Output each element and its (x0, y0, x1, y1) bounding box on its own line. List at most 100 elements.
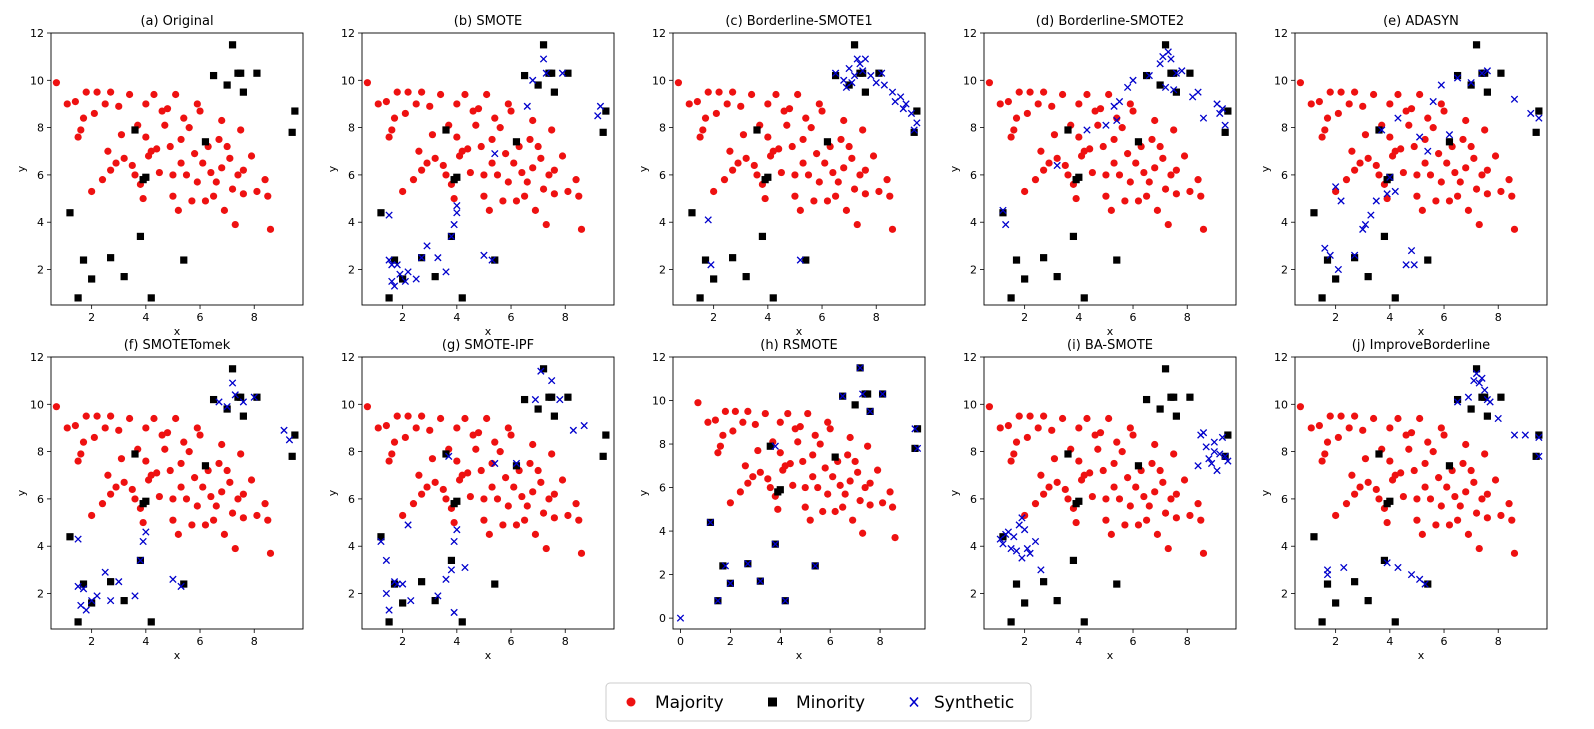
minority-point (1332, 599, 1340, 607)
x-tick-label: 4 (142, 311, 149, 324)
minority-point (831, 453, 839, 461)
majority-point (1334, 109, 1342, 118)
majority-point (791, 192, 799, 200)
synthetic-point (1145, 71, 1153, 80)
majority-point (694, 399, 702, 407)
minority-point (147, 294, 155, 302)
minority-point (599, 452, 607, 460)
synthetic-point (1216, 450, 1224, 458)
majority-point (491, 438, 499, 446)
y-tick-label: 4 (1281, 540, 1288, 553)
majority-point (1375, 171, 1383, 179)
x-tick-label: 8 (251, 311, 258, 324)
majority-point (512, 197, 521, 205)
majority-point (750, 161, 758, 170)
minority-point (377, 209, 385, 217)
majority-point (1118, 448, 1126, 456)
majority-point (117, 131, 126, 139)
majority-point (261, 176, 269, 184)
x-tick-label: 6 (197, 635, 204, 648)
majority-point (1467, 466, 1475, 475)
majority-point (840, 164, 848, 172)
minority-point (1332, 275, 1340, 283)
x-axis-label: x (1418, 649, 1425, 662)
majority-point (90, 433, 98, 442)
synthetic-point (1031, 537, 1040, 546)
majority-point (442, 171, 450, 179)
majority-point (1508, 192, 1516, 200)
synthetic-point (115, 578, 123, 586)
majority-point (851, 457, 859, 466)
minority-point (1007, 294, 1015, 302)
majority-point (1113, 438, 1121, 446)
majority-point (791, 425, 799, 433)
x-tick-label: 6 (1130, 635, 1137, 648)
majority-point (785, 105, 794, 113)
y-tick-label: 6 (1281, 169, 1288, 182)
majority-point (412, 424, 420, 432)
majority-point (74, 133, 82, 141)
minority-point (1080, 618, 1088, 626)
majority-point (196, 107, 204, 115)
majority-point (1126, 100, 1134, 108)
majority-point (534, 142, 542, 151)
majority-point (52, 79, 61, 87)
majority-point (1337, 88, 1345, 96)
majority-point (128, 485, 136, 494)
minority-point (228, 41, 237, 49)
synthetic-point (491, 459, 499, 468)
majority-point (1321, 126, 1329, 134)
majority-point (469, 107, 477, 115)
synthetic-point (1464, 393, 1473, 401)
majority-point (548, 450, 556, 458)
majority-point (558, 476, 567, 484)
majority-point (886, 488, 894, 496)
majority-point (818, 107, 826, 115)
majority-point (155, 168, 163, 177)
majority-point (710, 187, 718, 196)
synthetic-point (1510, 95, 1519, 103)
majority-point (439, 485, 447, 494)
majority-point (218, 116, 226, 125)
synthetic-point (704, 216, 712, 224)
majority-point (1456, 178, 1464, 186)
majority-point (1462, 116, 1470, 125)
majority-point (107, 412, 115, 420)
majority-point (399, 187, 407, 196)
majority-point (1115, 171, 1124, 179)
y-tick-label: 10 (1274, 398, 1288, 411)
minority-point (136, 232, 145, 241)
synthetic-point (412, 275, 420, 283)
majority-point (1172, 514, 1180, 522)
majority-point (1407, 105, 1416, 113)
majority-point (1323, 438, 1332, 446)
majority-point (79, 114, 88, 122)
synthetic-point (1410, 261, 1418, 269)
synthetic-point (1156, 60, 1164, 68)
majority-point (188, 197, 196, 205)
majority-point (1418, 206, 1426, 214)
majority-point (769, 147, 777, 155)
majority-point (1326, 412, 1334, 420)
majority-point (837, 135, 845, 144)
minority-point (1424, 580, 1432, 588)
synthetic-point (1359, 225, 1367, 233)
x-tick-label: 8 (562, 311, 569, 324)
majority-point (385, 457, 393, 465)
majority-point (382, 97, 390, 106)
majority-point (158, 431, 166, 439)
synthetic-point (839, 392, 847, 400)
majority-point (518, 492, 526, 501)
synthetic-point (450, 537, 458, 546)
majority-point (1037, 147, 1045, 155)
majority-point (207, 492, 215, 501)
majority-point (714, 449, 722, 457)
majority-point (239, 166, 247, 174)
majority-point (729, 427, 737, 435)
y-tick-label: 8 (37, 122, 44, 135)
majority-point (507, 107, 515, 115)
minority-point (1221, 128, 1229, 136)
majority-point (215, 135, 223, 144)
majority-point (458, 471, 466, 479)
synthetic-point (1113, 116, 1121, 125)
